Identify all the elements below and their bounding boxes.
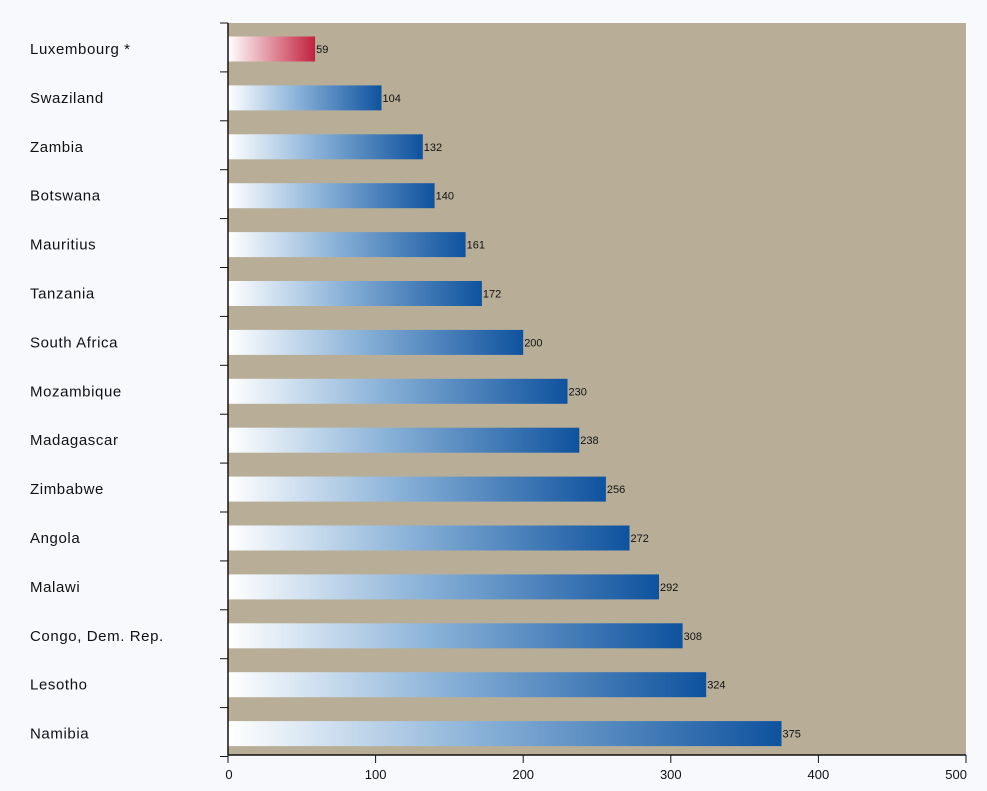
category-labels-group: Luxembourg * Swaziland Zambia Botswana Mauri…	[30, 41, 164, 743]
x-axis-tick-label: 0	[225, 767, 232, 782]
bar	[228, 476, 606, 502]
bar-value-label: 132	[424, 142, 442, 154]
x-axis-tick-label: 100	[365, 767, 387, 782]
bar-value-label: 272	[631, 533, 649, 545]
bar	[228, 525, 630, 551]
bar-value-label: 140	[436, 191, 454, 203]
bar-value-label: 161	[467, 240, 485, 252]
category-label: Mozambique	[30, 383, 122, 400]
category-label: Angola	[30, 530, 80, 547]
bar-value-label: 324	[707, 680, 725, 692]
bar	[228, 36, 316, 62]
bar	[228, 232, 466, 258]
bar	[228, 623, 683, 649]
bar	[228, 183, 435, 209]
category-label: Lesotho	[30, 677, 88, 694]
category-label: Botswana	[30, 188, 101, 205]
bar-value-label: 238	[580, 435, 598, 447]
category-label: South Africa	[30, 334, 118, 351]
x-axis-tick-label: 200	[512, 767, 534, 782]
bar-value-label: 200	[524, 337, 542, 349]
bar-value-label: 256	[607, 484, 625, 496]
x-axis-tick-label: 500	[945, 767, 967, 782]
bar-value-label: 104	[383, 93, 401, 105]
bar	[228, 85, 382, 111]
x-axis-tick-label: 400	[808, 767, 830, 782]
bar	[228, 574, 659, 600]
category-label: Swaziland	[30, 90, 104, 107]
bars-group: 59 104 132 140 161 172 200 230 238 256 272 292 308 32…	[228, 36, 801, 747]
bar	[228, 329, 524, 355]
bar	[228, 721, 782, 747]
bar	[228, 427, 580, 453]
category-label: Zimbabwe	[30, 481, 104, 498]
category-label: Tanzania	[30, 286, 95, 303]
category-label: Malawi	[30, 579, 80, 596]
bar-value-label: 172	[483, 289, 501, 301]
bar	[228, 378, 568, 404]
bar-value-label: 308	[684, 631, 702, 643]
axes-group: 0 100 200 300 400 500	[220, 22, 967, 782]
bar-value-label: 375	[783, 729, 801, 741]
category-label: Madagascar	[30, 432, 119, 449]
category-label: Namibia	[30, 726, 89, 743]
bar-value-label: 59	[316, 44, 328, 56]
bar-value-label: 292	[660, 582, 678, 594]
category-label: Zambia	[30, 139, 84, 156]
category-label: Congo, Dem. Rep.	[30, 628, 164, 645]
x-axis-tick-label: 300	[660, 767, 682, 782]
bar	[228, 281, 482, 306]
bar	[228, 672, 707, 698]
category-label: Mauritius	[30, 237, 96, 254]
bar	[228, 134, 423, 160]
category-label: Luxembourg *	[30, 41, 131, 58]
bar-value-label: 230	[569, 386, 587, 398]
